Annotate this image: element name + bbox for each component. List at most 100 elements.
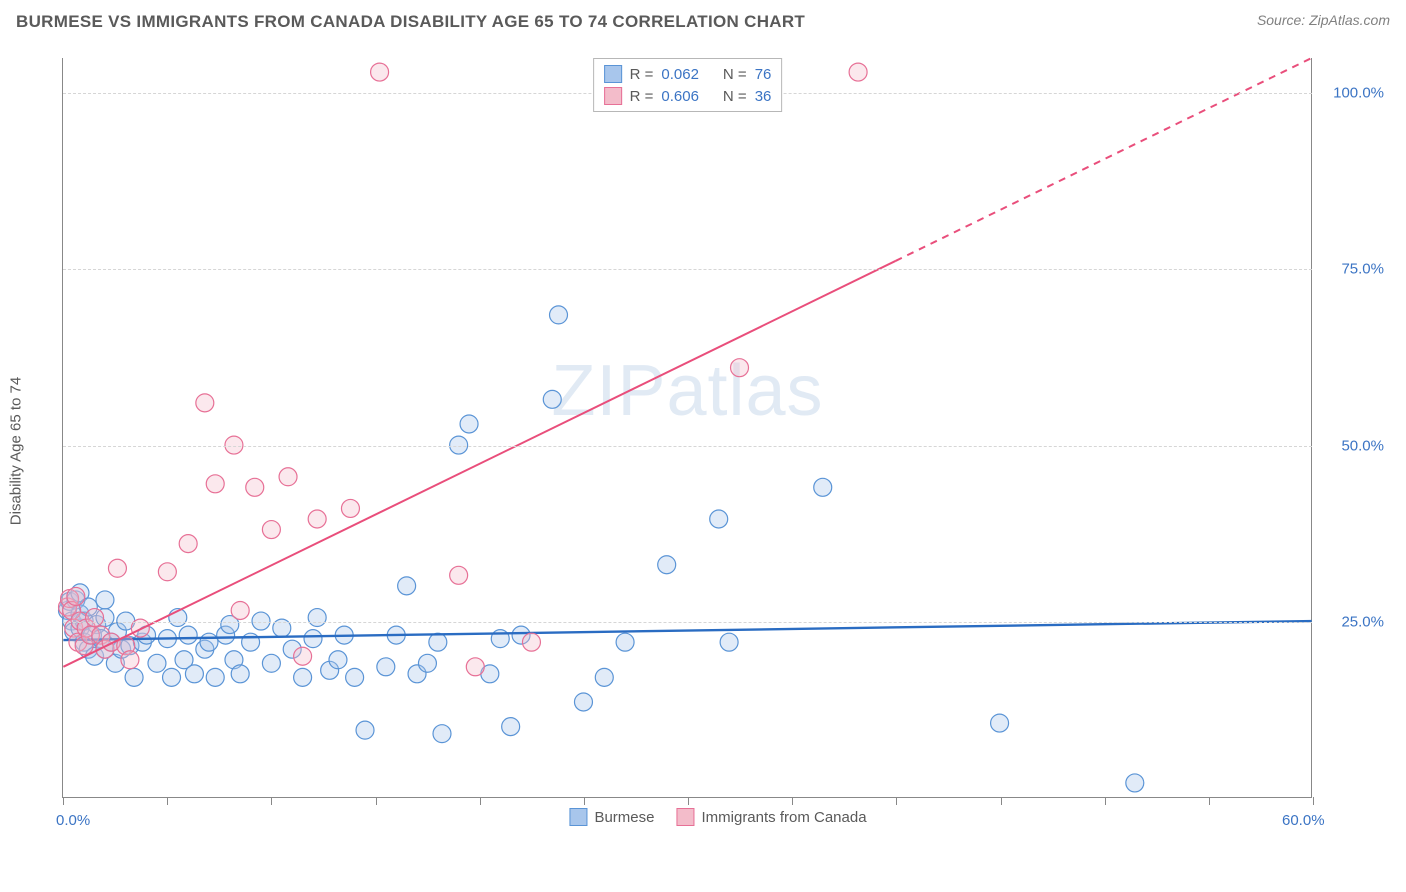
- n-value-1: 76: [755, 66, 772, 83]
- x-tick: [376, 797, 377, 805]
- data-point: [418, 654, 436, 672]
- data-point: [304, 630, 322, 648]
- data-point: [522, 633, 540, 651]
- chart-source: Source: ZipAtlas.com: [1257, 12, 1390, 28]
- data-point: [466, 658, 484, 676]
- data-point: [121, 651, 139, 669]
- data-point: [377, 658, 395, 676]
- n-value-2: 36: [755, 88, 772, 105]
- data-point: [262, 521, 280, 539]
- y-axis-label: Disability Age 65 to 74: [8, 377, 25, 525]
- x-tick: [480, 797, 481, 805]
- data-point: [433, 725, 451, 743]
- data-point: [429, 633, 447, 651]
- data-point: [595, 668, 613, 686]
- swatch-series-1: [604, 65, 622, 83]
- x-axis-end-label: 60.0%: [1282, 812, 1325, 829]
- data-point: [294, 647, 312, 665]
- legend-swatch-2: [676, 808, 694, 826]
- data-point: [294, 668, 312, 686]
- data-point: [308, 609, 326, 627]
- n-label: N =: [723, 66, 747, 83]
- regression-line-dashed: [896, 58, 1312, 261]
- r-label: R =: [630, 66, 654, 83]
- r-value-1: 0.062: [661, 66, 699, 83]
- x-tick: [1001, 797, 1002, 805]
- data-point: [86, 609, 104, 627]
- regression-line: [63, 621, 1311, 640]
- data-point: [179, 626, 197, 644]
- data-point: [185, 665, 203, 683]
- chart-header: BURMESE VS IMMIGRANTS FROM CANADA DISABI…: [0, 0, 1406, 32]
- data-point: [67, 587, 85, 605]
- data-point: [200, 633, 218, 651]
- data-point: [196, 394, 214, 412]
- x-tick: [896, 797, 897, 805]
- x-tick: [792, 797, 793, 805]
- correlation-legend: R = 0.062 N = 76 R = 0.606 N = 36: [593, 58, 783, 112]
- data-point: [720, 633, 738, 651]
- series-legend: Burmese Immigrants from Canada: [569, 808, 866, 826]
- gridline: [63, 622, 1312, 623]
- data-point: [231, 602, 249, 620]
- swatch-series-2: [604, 87, 622, 105]
- x-tick: [584, 797, 585, 805]
- data-point: [574, 693, 592, 711]
- y-tick-label: 75.0%: [1320, 261, 1384, 278]
- data-point: [279, 468, 297, 486]
- data-point: [543, 390, 561, 408]
- x-tick: [271, 797, 272, 805]
- r-label-2: R =: [630, 88, 654, 105]
- data-point: [206, 475, 224, 493]
- gridline: [63, 446, 1312, 447]
- data-point: [356, 721, 374, 739]
- data-point: [371, 63, 389, 81]
- legend-row-series-2: R = 0.606 N = 36: [604, 85, 772, 107]
- chart-container: Disability Age 65 to 74 ZIPatlas R = 0.0…: [48, 56, 1388, 846]
- data-point: [329, 651, 347, 669]
- data-point: [125, 668, 143, 686]
- legend-label-2: Immigrants from Canada: [701, 809, 866, 826]
- chart-title: BURMESE VS IMMIGRANTS FROM CANADA DISABI…: [16, 12, 805, 32]
- x-tick: [167, 797, 168, 805]
- y-tick-label: 50.0%: [1320, 437, 1384, 454]
- data-point: [346, 668, 364, 686]
- data-point: [96, 591, 114, 609]
- data-point: [158, 563, 176, 581]
- data-point: [242, 633, 260, 651]
- data-point: [398, 577, 416, 595]
- data-point: [710, 510, 728, 528]
- data-point: [658, 556, 676, 574]
- legend-swatch-1: [569, 808, 587, 826]
- plot-svg: [63, 58, 1312, 797]
- plot-area: ZIPatlas R = 0.062 N = 76 R = 0.606 N = …: [62, 58, 1312, 798]
- data-point: [246, 478, 264, 496]
- data-point: [450, 566, 468, 584]
- data-point: [502, 718, 520, 736]
- legend-item-2: Immigrants from Canada: [676, 808, 866, 826]
- y-tick-label: 100.0%: [1320, 85, 1384, 102]
- y-tick-label: 25.0%: [1320, 613, 1384, 630]
- data-point: [849, 63, 867, 81]
- gridline: [63, 269, 1312, 270]
- data-point: [1126, 774, 1144, 792]
- data-point: [108, 559, 126, 577]
- data-point: [616, 633, 634, 651]
- regression-line: [63, 261, 895, 667]
- data-point: [550, 306, 568, 324]
- data-point: [308, 510, 326, 528]
- data-point: [341, 499, 359, 517]
- x-tick: [1313, 797, 1314, 805]
- x-axis-start-label: 0.0%: [56, 812, 90, 829]
- legend-label-1: Burmese: [594, 809, 654, 826]
- x-tick: [688, 797, 689, 805]
- data-point: [814, 478, 832, 496]
- data-point: [991, 714, 1009, 732]
- x-tick: [63, 797, 64, 805]
- data-point: [163, 668, 181, 686]
- n-label-2: N =: [723, 88, 747, 105]
- x-tick: [1209, 797, 1210, 805]
- data-point: [206, 668, 224, 686]
- data-point: [231, 665, 249, 683]
- legend-row-series-1: R = 0.062 N = 76: [604, 63, 772, 85]
